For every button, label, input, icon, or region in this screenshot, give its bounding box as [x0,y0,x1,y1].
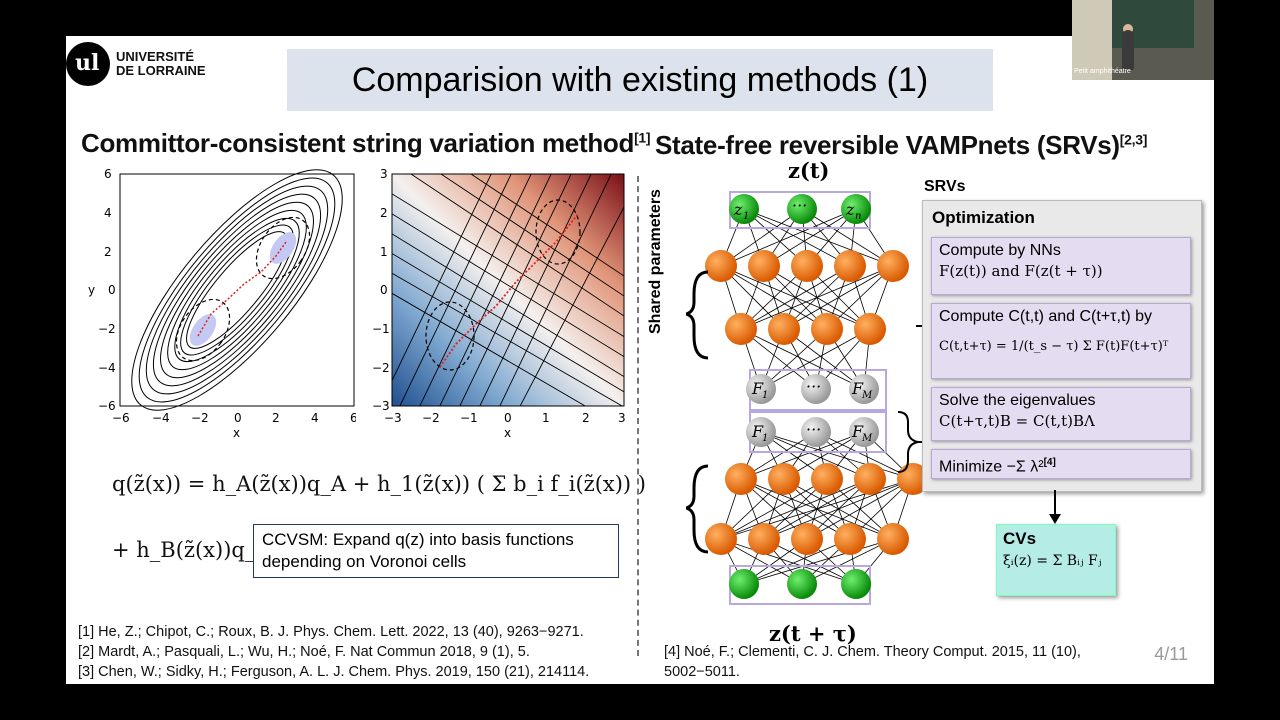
left-heading: Committor-consistent string variation me… [81,128,651,158]
logo-line2: DE LORRAINE [116,63,206,78]
logo-line1: UNIVERSITÉ [116,49,195,64]
svg-text:3: 3 [380,167,388,181]
column-divider [637,176,639,656]
svg-text:F: F [851,379,864,398]
reference-1: [1] He, Z.; Chipot, C.; Roux, B. J. Phys… [78,624,584,640]
right-heading: State-free reversible VAMPnets (SRVs)[2,… [655,130,1148,160]
ul-logo-icon: ul [66,42,110,86]
svg-text:−2: −2 [191,411,209,425]
svg-text:x: x [233,426,240,440]
reference-3: [3] Chen, W.; Sidky, H.; Ferguson, A. L.… [78,664,590,680]
svg-text:−2: −2 [372,361,390,375]
svg-text:2: 2 [272,411,280,425]
page-number: 4/11 [1154,644,1188,664]
svg-text:6: 6 [104,167,112,181]
svg-text:4: 4 [311,411,319,425]
svg-text:−3: −3 [384,411,402,425]
reference-4a: [4] Noé, F.; Clementi, C. J. Chem. Theor… [664,644,1081,660]
svg-text:y: y [88,283,95,297]
optimization-panel: Optimization Compute by NNs F(z(t)) and … [922,200,1202,492]
step-eigenvalues: Solve the eigenvalues C(t+τ,t)B = C(t,t)… [931,387,1191,441]
camera-thumbnail[interactable]: Petit amphithéatre [1072,0,1214,80]
svg-text:z: z [733,200,743,219]
svg-text:x: x [504,426,511,440]
svg-text:···: ··· [806,420,821,439]
svg-text:0: 0 [234,411,242,425]
arrow-head [1049,514,1061,524]
svg-text:···: ··· [792,196,807,215]
arrow-to-cvs [1054,490,1056,516]
step-compute-c: Compute C(t,t) and C(t+τ,t) by C(t,t+τ) … [931,303,1191,379]
svg-text:−1: −1 [372,322,390,336]
equation-line2: + h_B(z̃(x))q_B [112,538,271,562]
svg-text:F: F [751,379,764,398]
svg-text:M: M [861,433,873,444]
svg-text:−2: −2 [422,411,440,425]
svg-text:1: 1 [542,411,550,425]
svg-text:3: 3 [618,411,626,425]
srvs-label: SRVs [924,178,966,195]
svg-text:6: 6 [350,411,356,425]
z-t-tau-label: z(t + τ) [769,621,857,646]
svg-text:1: 1 [380,245,388,259]
svg-text:0: 0 [504,411,512,425]
svg-text:0: 0 [380,283,388,297]
svg-text:1: 1 [762,390,768,401]
camera-caption: Petit amphithéatre [1074,68,1131,75]
svg-text:M: M [861,390,873,401]
svg-text:1: 1 [762,433,768,444]
shared-parameters-label: Shared parameters [647,189,664,334]
ccvsm-note: CCVSM: Expand q(z) into basis functions … [253,524,619,578]
reference-2: [2] Mardt, A.; Pasquali, L.; Wu, H.; Noé… [78,644,530,660]
svg-text:n: n [855,211,861,222]
committor-plot-2: 3 2 1 0 −1 −2 −3 −3 −2 −1 0 1 2 3 x [372,167,626,440]
svg-text:0: 0 [108,283,116,297]
svg-text:2: 2 [104,245,112,259]
reference-4b: 5002−5011. [664,664,740,680]
svg-text:−4: −4 [98,361,116,375]
svg-text:4: 4 [104,206,112,220]
svg-text:z: z [845,200,855,219]
step-minimize: Minimize −Σ λ²[4] [931,449,1191,479]
svg-text:F: F [851,422,864,441]
slide: ul UNIVERSITÉ DE LORRAINE Comparision wi… [66,36,1214,684]
z-t-label: z(t) [788,158,830,183]
svg-text:1: 1 [743,211,749,222]
svg-text:−3: −3 [372,399,390,413]
svg-text:2: 2 [380,206,388,220]
svg-text:−1: −1 [460,411,478,425]
svg-text:2: 2 [582,411,590,425]
svg-text:F: F [751,422,764,441]
equation-line1: q(z̃(x)) = h_A(z̃(x))q_A + h_1(z̃(x)) ( … [112,472,646,496]
svg-text:−6: −6 [98,399,116,413]
svg-text:···: ··· [806,377,821,396]
step-compute-nns: Compute by NNs F(z(t)) and F(z(t + τ)) [931,237,1191,295]
cvs-box: CVs ξᵢ(z) = Σ Bᵢⱼ Fⱼ [996,524,1116,596]
contour-plot-1: 6 4 2 0 −2 −4 −6 −6 −4 −2 0 2 4 6 x y [88,167,356,440]
svg-text:−4: −4 [152,411,170,425]
slide-title: Comparision with existing methods (1) [287,49,993,111]
optimization-title: Optimization [932,208,1035,227]
svg-text:−2: −2 [98,322,116,336]
svg-text:−6: −6 [112,411,130,425]
university-logo: ul UNIVERSITÉ DE LORRAINE [66,40,206,90]
